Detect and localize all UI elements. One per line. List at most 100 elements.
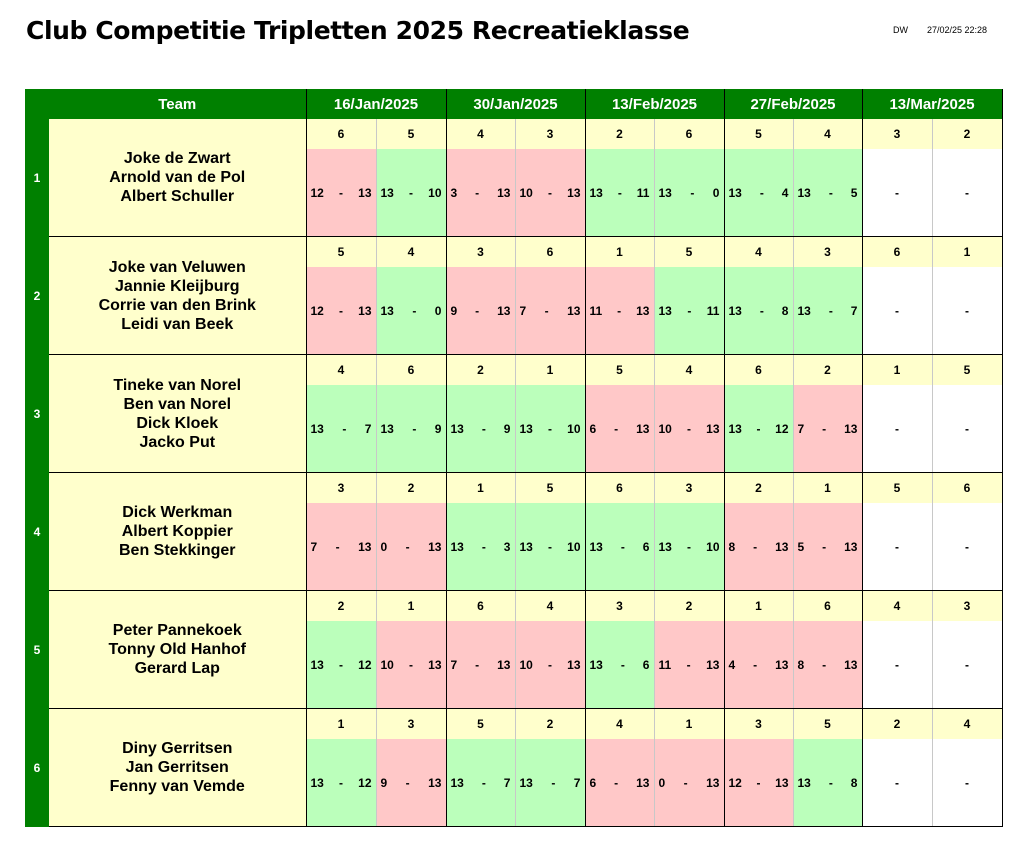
player-name: Jacko Put bbox=[139, 433, 216, 451]
player-name: Tonny Old Hanhof bbox=[108, 641, 246, 658]
score-separator: - bbox=[620, 657, 625, 672]
score-cell: 13-12 bbox=[306, 621, 377, 709]
opponent-number: 1 bbox=[724, 590, 794, 621]
score-cell: - bbox=[932, 739, 1003, 827]
score-cell: 13 - 7 bbox=[793, 267, 863, 355]
opponent-number: 6 bbox=[724, 354, 794, 385]
score-separator: - bbox=[412, 303, 417, 318]
score-cell: 13 - 8 bbox=[724, 267, 794, 355]
score-opponent: 13 bbox=[775, 775, 789, 790]
date-header: 30/Jan/2025 bbox=[446, 89, 586, 119]
score-cell: 3 - 13 bbox=[446, 149, 516, 237]
opponent-number: 4 bbox=[585, 708, 655, 739]
score-opponent: 13 bbox=[358, 303, 372, 318]
opponent-number: 1 bbox=[376, 590, 447, 621]
score-cell: 13 - 3 bbox=[446, 503, 516, 591]
score-opponent: 8 bbox=[850, 775, 858, 790]
player-name: Fenny van Vemde bbox=[109, 778, 245, 795]
score-cell: 7 - 13 bbox=[446, 621, 516, 709]
score-own: 8 bbox=[728, 539, 736, 554]
score-separator: - bbox=[759, 303, 764, 318]
score-opponent: 13 bbox=[775, 657, 789, 672]
score-separator: - bbox=[965, 539, 969, 554]
opponent-number: 6 bbox=[306, 119, 377, 149]
score-separator: - bbox=[339, 657, 343, 672]
opponent-number: 6 bbox=[932, 472, 1003, 503]
score-cell: 12-13 bbox=[306, 149, 377, 237]
score-own: 7 bbox=[310, 539, 318, 554]
opponent-number: 2 bbox=[446, 354, 516, 385]
score-separator: - bbox=[828, 775, 833, 790]
score-separator: - bbox=[965, 303, 969, 318]
score-own: 13 bbox=[589, 539, 603, 554]
player-name: Dick Kloek bbox=[136, 414, 219, 432]
score-separator: - bbox=[475, 185, 480, 200]
score-own: 13 bbox=[658, 185, 672, 200]
opponent-number: 5 bbox=[932, 354, 1003, 385]
score-own: 6 bbox=[589, 775, 597, 790]
score-cell: - bbox=[862, 621, 933, 709]
opponent-number: 5 bbox=[306, 236, 377, 267]
player-name: Joke de Zwart bbox=[123, 150, 231, 167]
score-cell: 8 - 13 bbox=[724, 503, 794, 591]
score-separator: - bbox=[475, 303, 480, 318]
score-cell: - bbox=[932, 621, 1003, 709]
score-opponent: 13 bbox=[358, 185, 372, 200]
score-own: 13 bbox=[380, 421, 394, 436]
team-players: Diny Gerritsen Jan Gerritsen Fenny van Vem… bbox=[49, 708, 307, 827]
score-separator: - bbox=[756, 421, 761, 436]
opponent-number: 1 bbox=[585, 236, 655, 267]
score-separator: - bbox=[551, 775, 556, 790]
score-separator: - bbox=[965, 657, 969, 672]
score-own: 0 bbox=[380, 539, 388, 554]
score-opponent: 6 bbox=[642, 539, 650, 554]
date-header: 13/Feb/2025 bbox=[585, 89, 725, 119]
opponent-number: 1 bbox=[654, 708, 725, 739]
score-cell: 0 - 13 bbox=[376, 503, 447, 591]
score-own: 7 bbox=[519, 303, 527, 318]
opponent-number: 5 bbox=[724, 119, 794, 149]
opponent-number: 6 bbox=[446, 590, 516, 621]
opponent-number: 6 bbox=[376, 354, 447, 385]
score-cell: 10-13 bbox=[654, 385, 725, 473]
score-own: 13 bbox=[797, 775, 811, 790]
player-name: Arnold van de Pol bbox=[109, 169, 246, 186]
team-players: Joke van Veluwen Jannie Kleijburg Corrie v… bbox=[49, 236, 307, 355]
opponent-number: 3 bbox=[932, 590, 1003, 621]
score-own: 12 bbox=[310, 185, 324, 200]
score-cell: 12-13 bbox=[724, 739, 794, 827]
score-separator: - bbox=[342, 421, 347, 436]
player-name: Diny Gerritsen bbox=[122, 740, 233, 757]
score-opponent: 13 bbox=[844, 421, 858, 436]
opponent-number: 6 bbox=[654, 119, 725, 149]
opponent-number: 1 bbox=[932, 236, 1003, 267]
score-separator: - bbox=[822, 421, 827, 436]
score-own: 13 bbox=[450, 421, 464, 436]
score-separator: - bbox=[405, 539, 410, 554]
score-cell: 13 - 7 bbox=[446, 739, 516, 827]
opponent-row: 6 Diny Gerritsen Jan Gerritsen Fenny van Ve… bbox=[25, 708, 1003, 827]
competition-table: Team 16/Jan/2025 30/Jan/2025 13/Feb/2025… bbox=[25, 89, 1003, 827]
opponent-number: 5 bbox=[654, 236, 725, 267]
score-separator: - bbox=[481, 775, 486, 790]
score-separator: - bbox=[339, 303, 343, 318]
score-separator: - bbox=[687, 303, 692, 318]
opponent-number: 2 bbox=[585, 119, 655, 149]
score-separator: - bbox=[686, 657, 691, 672]
score-cell: 11-13 bbox=[654, 621, 725, 709]
score-cell: 5 - 13 bbox=[793, 503, 863, 591]
opponent-number: 3 bbox=[862, 119, 933, 149]
score-cell: 12-13 bbox=[306, 267, 377, 355]
player-name: Corrie van den Brink bbox=[98, 296, 256, 314]
score-own: 0 bbox=[658, 775, 666, 790]
score-opponent: 13 bbox=[775, 539, 789, 554]
score-separator: - bbox=[614, 421, 619, 436]
score-cell: - bbox=[862, 385, 933, 473]
score-separator: - bbox=[475, 657, 480, 672]
score-own: 13 bbox=[310, 421, 324, 436]
score-cell: 13 - 5 bbox=[793, 149, 863, 237]
player-name: Jan Gerritsen bbox=[125, 759, 229, 776]
score-cell: 7 - 13 bbox=[515, 267, 586, 355]
score-separator: - bbox=[822, 657, 827, 672]
score-cell: 0 - 13 bbox=[654, 739, 725, 827]
